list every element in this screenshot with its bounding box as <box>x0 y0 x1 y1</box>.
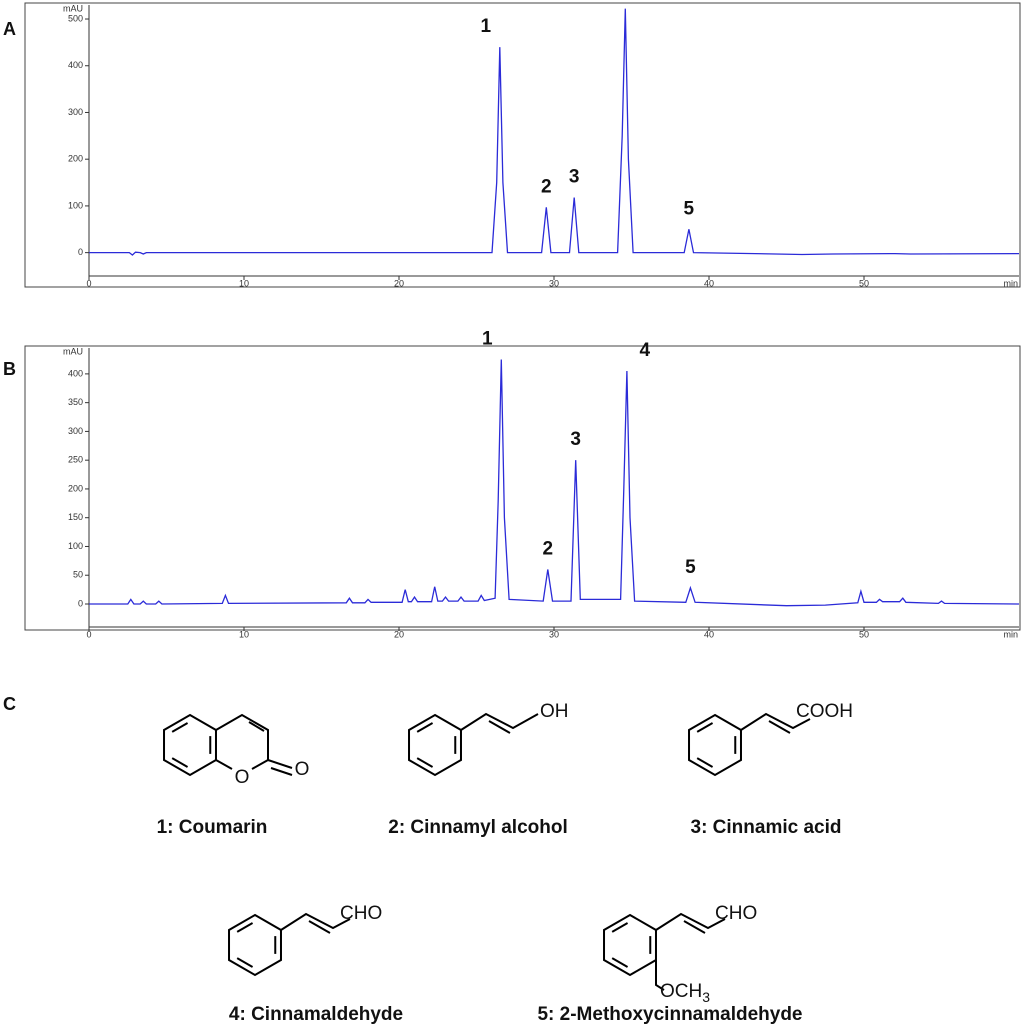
bond <box>696 757 714 768</box>
trace <box>89 8 1020 256</box>
y-tick-label: 500 <box>68 13 83 23</box>
subscript: 3 <box>702 989 710 1005</box>
y-tick-label: 350 <box>68 397 83 407</box>
structures: O O OH COOH CHO CHO OCH3 1: Coumarin 2: … <box>157 701 853 1025</box>
x-axis-label: min <box>1003 278 1018 288</box>
ring <box>228 913 282 977</box>
y-tick-label: 300 <box>68 107 83 117</box>
bond <box>655 912 726 991</box>
x-tick-label: 50 <box>859 629 869 639</box>
atom-label: OCH3 <box>660 981 710 1005</box>
atom-label: CHO <box>715 903 757 924</box>
bond <box>236 922 254 933</box>
y-axis-label: mAU <box>63 3 83 13</box>
y-tick-label: 150 <box>68 512 83 522</box>
peak-label: 5 <box>685 557 696 578</box>
y-tick-label: 100 <box>68 200 83 210</box>
ring <box>408 713 462 777</box>
x-tick-label: 50 <box>859 278 869 288</box>
peak-label: 5 <box>684 198 695 219</box>
y-tick-label: 200 <box>68 154 83 164</box>
peak-label: 1 <box>482 329 493 350</box>
panel-label: A <box>3 19 16 39</box>
caption: 3: Cinnamic acid <box>691 817 842 838</box>
x-axis-label: min <box>1003 629 1018 639</box>
trace <box>89 359 1020 607</box>
x-tick-label: 40 <box>704 629 714 639</box>
y-tick-label: 400 <box>68 368 83 378</box>
x-tick-label: 0 <box>86 278 91 288</box>
panel-label: B <box>3 359 16 379</box>
peak-label: 2 <box>541 176 552 197</box>
y-tick-label: 400 <box>68 60 83 70</box>
caption: 1: Coumarin <box>157 817 268 838</box>
peak-label: 4 <box>640 340 651 361</box>
bond <box>280 912 351 934</box>
atom-label: COOH <box>796 701 853 722</box>
peak-label: 1 <box>480 16 491 37</box>
atom-label: CHO <box>340 903 382 924</box>
ring <box>163 713 217 777</box>
x-tick-label: 40 <box>704 278 714 288</box>
y-tick-label: 0 <box>78 598 83 608</box>
x-tick-label: 30 <box>549 629 559 639</box>
bond <box>171 722 189 733</box>
panel-frame <box>24 2 1021 288</box>
bond <box>611 957 629 968</box>
caption: 4: Cinnamaldehyde <box>229 1004 403 1025</box>
peak-label: 2 <box>543 538 554 559</box>
y-tick-label: 200 <box>68 483 83 493</box>
peak-label: 3 <box>569 167 580 188</box>
caption: 5: 2-Methoxycinnamaldehyde <box>537 1004 802 1025</box>
ring <box>688 713 742 777</box>
x-tick-label: 0 <box>86 629 91 639</box>
y-tick-label: 100 <box>68 541 83 551</box>
atom-label: OH <box>540 701 569 722</box>
caption: 2: Cinnamyl alcohol <box>388 817 567 838</box>
bond <box>460 712 539 734</box>
peak-label: 3 <box>570 429 581 450</box>
bond <box>611 922 629 933</box>
ring <box>603 913 657 977</box>
atom-label: O <box>295 759 310 780</box>
x-tick-label: 10 <box>239 629 249 639</box>
bond <box>416 757 434 768</box>
bond <box>696 722 714 733</box>
atom-label: OCH <box>660 981 702 1002</box>
panel-frame <box>24 345 1021 631</box>
bond <box>171 757 189 768</box>
bond <box>236 957 254 968</box>
bond <box>416 722 434 733</box>
x-tick-label: 20 <box>394 629 404 639</box>
y-axis-label: mAU <box>63 346 83 356</box>
y-tick-label: 300 <box>68 426 83 436</box>
y-tick-label: 0 <box>78 247 83 257</box>
x-tick-label: 30 <box>549 278 559 288</box>
bond <box>740 712 811 734</box>
y-tick-label: 250 <box>68 455 83 465</box>
x-tick-label: 10 <box>239 278 249 288</box>
atom-label: O <box>235 767 250 788</box>
bond <box>215 713 293 776</box>
panel-label: C <box>3 694 16 714</box>
y-tick-label: 50 <box>73 570 83 580</box>
x-tick-label: 20 <box>394 278 404 288</box>
